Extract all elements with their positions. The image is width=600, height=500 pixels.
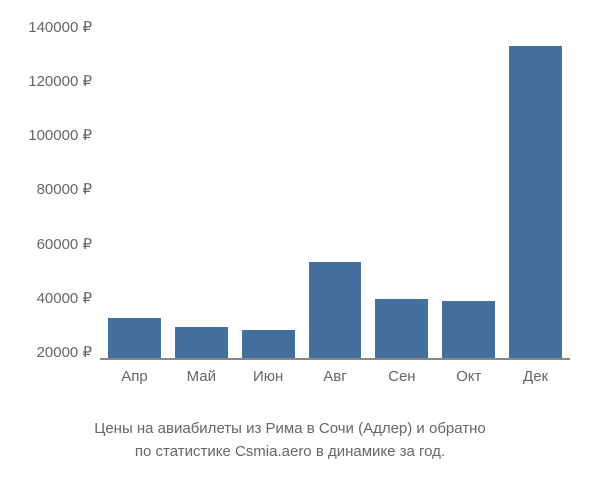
price-chart: 140000 ₽ 120000 ₽ 100000 ₽ 80000 ₽ 60000 ₽ 40… [10,20,570,400]
y-tick: 60000 ₽ [37,237,92,252]
bar [309,262,362,358]
x-tick: Сен [375,368,428,385]
x-tick: Авг [309,368,362,385]
x-tick: Окт [442,368,495,385]
y-tick: 40000 ₽ [37,291,92,306]
caption-line-1: Цены на авиабилеты из Рима в Сочи (Адлер… [10,418,570,441]
plot-wrapper: Апр Май Июн Авг Сен Окт Дек [100,20,570,400]
plot-area [100,20,570,360]
x-tick: Май [175,368,228,385]
y-tick: 100000 ₽ [28,128,92,143]
bar [175,327,228,358]
bar [509,46,562,358]
y-tick: 20000 ₽ [37,345,92,360]
y-tick: 80000 ₽ [37,182,92,197]
bar [442,301,495,358]
y-tick: 120000 ₽ [28,74,92,89]
caption-line-2: по статистике Csmia.aero в динамике за г… [10,441,570,464]
x-axis: Апр Май Июн Авг Сен Окт Дек [100,360,570,385]
y-axis: 140000 ₽ 120000 ₽ 100000 ₽ 80000 ₽ 60000 ₽ 40… [10,20,100,360]
bar [242,330,295,358]
bar [375,299,428,359]
x-tick: Июн [242,368,295,385]
bar [108,318,161,358]
x-tick: Апр [108,368,161,385]
chart-caption: Цены на авиабилеты из Рима в Сочи (Адлер… [10,418,570,463]
x-tick: Дек [509,368,562,385]
y-tick: 140000 ₽ [28,20,92,35]
